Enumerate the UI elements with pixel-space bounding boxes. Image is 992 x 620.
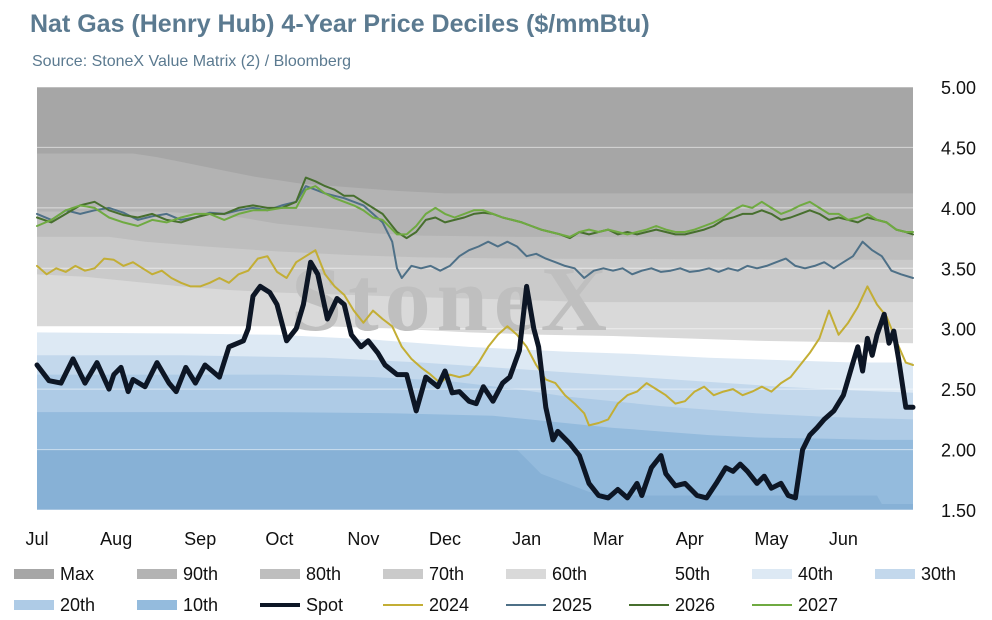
legend-item-2027: 2027 [752, 594, 838, 616]
legend-label: 50th [675, 563, 711, 584]
legend-swatch [629, 569, 669, 579]
legend-swatch [875, 569, 915, 579]
chart-subtitle: Source: StoneX Value Matrix (2) / Bloomb… [32, 53, 351, 70]
stonex-watermark: StoneX [291, 248, 613, 350]
legend-item-20th: 20th [14, 594, 95, 616]
legend-swatch [14, 569, 54, 579]
y-tick-label: 2.00 [941, 441, 976, 461]
x-tick-label: Mar [593, 529, 624, 549]
legend-label: Spot [306, 594, 344, 615]
legend-item-10th: 10th [137, 594, 218, 616]
price-decile-chart: StoneX 5.004.504.003.503.002.502.001.50 … [25, 78, 976, 549]
legend-item-60th: 60th [506, 563, 587, 585]
legend-swatch [14, 600, 54, 610]
legend-swatch [383, 569, 423, 579]
series-spot [34, 259, 916, 501]
legend-swatch [506, 604, 546, 606]
legend-label: 90th [183, 563, 219, 584]
legend-swatch [752, 569, 792, 579]
legend-item-2026: 2026 [629, 594, 715, 616]
x-tick-label: Apr [676, 529, 704, 549]
legend-label: 30th [921, 563, 957, 584]
legend-item-80th: 80th [260, 563, 341, 585]
x-tick-label: Jul [25, 529, 48, 549]
series-2024 [36, 249, 914, 427]
legend-item-max: Max [14, 563, 94, 585]
x-tick-label: Jan [512, 529, 541, 549]
y-tick-label: 4.50 [941, 138, 976, 158]
x-tick-label: Aug [100, 529, 132, 549]
legend-item-70th: 70th [383, 563, 464, 585]
price-series [34, 176, 916, 501]
legend-item-spot: Spot [260, 594, 343, 616]
chart-title: Nat Gas (Henry Hub) 4-Year Price Deciles… [30, 10, 650, 38]
legend-label: 2024 [429, 594, 470, 615]
legend-label: 2025 [552, 594, 593, 615]
legend-item-40th: 40th [752, 563, 833, 585]
legend-swatch [752, 604, 792, 606]
legend-item-50th: 50th [629, 563, 710, 585]
legend-item-30th: 30th [875, 563, 956, 585]
legend-item-90th: 90th [137, 563, 218, 585]
legend-label: 60th [552, 563, 588, 584]
legend-label: 20th [60, 594, 96, 615]
x-axis: Jul Aug Sep Oct Nov Dec Jan Mar Apr May Jun [25, 529, 857, 549]
y-tick-label: 4.00 [941, 199, 976, 219]
decile-bands [37, 87, 913, 511]
legend-swatch [383, 604, 423, 606]
legend-label: 80th [306, 563, 342, 584]
x-tick-label: May [754, 529, 788, 549]
legend-label: Max [60, 563, 95, 584]
legend-label: 2027 [798, 594, 839, 615]
legend-label: 40th [798, 563, 834, 584]
series-2027 [36, 185, 914, 238]
x-tick-label: Nov [347, 529, 379, 549]
legend-swatch [137, 600, 177, 610]
band-min [37, 449, 913, 510]
legend-label: 2026 [675, 594, 716, 615]
y-tick-label: 3.00 [941, 320, 976, 340]
x-tick-label: Oct [265, 529, 293, 549]
y-axis: 5.00 4.50 4.00 3.50 3.00 2.50 2.00 1.50 [941, 78, 976, 521]
legend-swatch [260, 569, 300, 579]
legend-swatch [629, 604, 669, 606]
legend-label: 10th [183, 594, 219, 615]
legend-label: 70th [429, 563, 465, 584]
legend-swatch [260, 603, 300, 607]
y-tick-label: 5.00 [941, 78, 976, 98]
legend-swatch [506, 569, 546, 579]
y-tick-label: 2.50 [941, 380, 976, 400]
x-tick-label: Dec [429, 529, 461, 549]
x-tick-label: Sep [184, 529, 216, 549]
legend-item-2024: 2024 [383, 594, 469, 616]
series-2025 [36, 185, 914, 279]
legend-swatch [137, 569, 177, 579]
y-tick-label: 3.50 [941, 259, 976, 279]
x-tick-label: Jun [829, 529, 858, 549]
y-tick-label: 1.50 [941, 501, 976, 521]
gridlines [37, 86, 913, 511]
legend-item-2025: 2025 [506, 594, 592, 616]
